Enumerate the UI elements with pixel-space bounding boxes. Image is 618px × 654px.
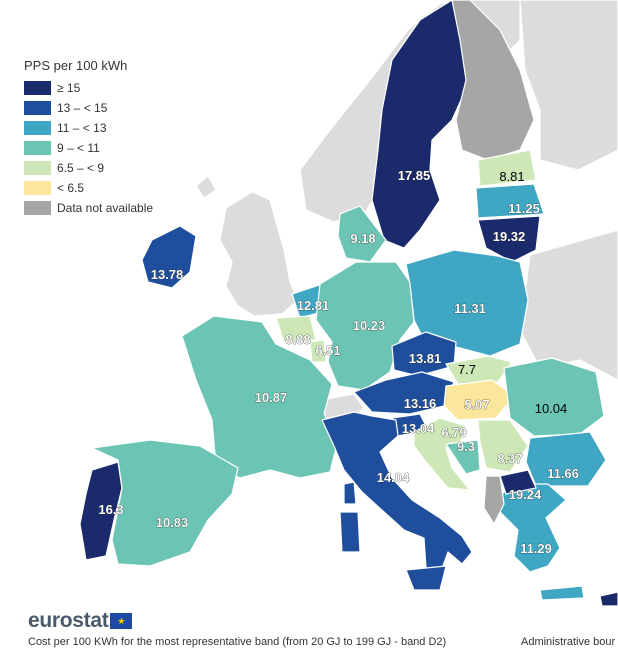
value-label: 10.87 <box>255 390 288 405</box>
russia-north-shape <box>519 0 618 171</box>
value-label: 11.29 <box>520 541 552 556</box>
value-label: 13.04 <box>402 421 435 436</box>
country-france <box>181 315 339 479</box>
value-label: 10.04 <box>535 401 568 416</box>
country-cyprus <box>599 591 618 607</box>
value-label: 13.78 <box>151 267 184 282</box>
countries <box>79 0 618 607</box>
country-serbia <box>477 419 529 473</box>
legend-swatch <box>24 201 51 215</box>
value-labels: 17.85 8.81 11.25 19.32 9.18 13.78 12.81 … <box>98 168 579 557</box>
value-label: 8.37 <box>497 451 522 466</box>
value-label: 11.31 <box>454 301 486 316</box>
legend-item: 6.5 – < 9 <box>24 159 204 177</box>
country-belgium <box>275 315 317 343</box>
value-label: 13.16 <box>404 396 437 411</box>
country-bosnia <box>445 439 481 475</box>
legend-label: 13 – < 15 <box>57 101 108 115</box>
legend-item: 9 – < 11 <box>24 139 204 157</box>
country-sweden <box>371 0 471 249</box>
country-denmark <box>337 205 387 263</box>
legend-item: ≥ 15 <box>24 79 204 97</box>
value-label: 19.24 <box>509 487 542 502</box>
country-latvia <box>475 183 545 219</box>
value-label: 12.81 <box>297 298 330 313</box>
legend-label: 6.5 – < 9 <box>57 161 105 175</box>
eu-flag-icon: ★ <box>110 613 133 629</box>
value-label: 10.23 <box>353 318 386 333</box>
legend-item: 13 – < 15 <box>24 99 204 117</box>
legend-item: 11 – < 13 <box>24 119 204 137</box>
footer-admin-note: Administrative bour <box>521 636 616 648</box>
country-ireland <box>141 225 197 289</box>
value-label: 13.81 <box>409 351 442 366</box>
country-hungary <box>443 379 515 421</box>
value-label: 16.3 <box>98 502 123 517</box>
country-poland <box>405 249 529 357</box>
value-label: 8.81 <box>499 169 524 184</box>
country-spain <box>91 439 239 567</box>
legend-swatch <box>24 121 51 135</box>
value-label: 9.18 <box>350 231 375 246</box>
legend-swatch <box>24 81 51 95</box>
legend-label: 9 – < 11 <box>57 141 100 155</box>
legend-swatch <box>24 101 51 115</box>
legend-title: PPS per 100 kWh <box>24 58 128 73</box>
value-label: 9.3 <box>457 439 475 454</box>
legend-swatch <box>24 181 51 195</box>
country-lithuania <box>477 215 541 263</box>
country-north-macedonia <box>499 469 537 495</box>
value-label: 6.79 <box>441 425 466 440</box>
country-luxembourg <box>309 339 327 363</box>
value-label: 11.66 <box>547 466 579 481</box>
legend-label: < 6.5 <box>57 181 85 195</box>
value-label: 11.25 <box>508 201 540 216</box>
country-estonia <box>477 149 537 187</box>
map-legend: PPS per 100 kWh ≥ 15 13 – < 15 11 – < 13… <box>24 58 204 219</box>
legend-item: < 6.5 <box>24 179 204 197</box>
value-label: 17.85 <box>398 168 431 183</box>
country-sicily <box>405 565 447 591</box>
country-crete <box>539 585 585 601</box>
country-albania <box>483 475 505 525</box>
footer-note: Cost per 100 KWh for the most representa… <box>28 636 447 648</box>
legend-swatch <box>24 161 51 175</box>
country-romania <box>503 357 605 437</box>
value-label: 5.07 <box>464 397 489 412</box>
country-sardinia <box>339 511 361 553</box>
value-label: 7.7 <box>458 362 476 377</box>
country-bulgaria <box>525 431 607 487</box>
legend-label: 11 – < 13 <box>57 121 107 135</box>
value-label: 6.51 <box>315 343 340 358</box>
legend-item: Data not available <box>24 199 204 217</box>
value-label: 14.04 <box>377 470 410 485</box>
country-corsica <box>343 481 357 505</box>
value-label: 19.32 <box>493 229 526 244</box>
great-britain-shape <box>219 191 299 317</box>
legend-swatch <box>24 141 51 155</box>
legend-label: Data not available <box>57 201 154 215</box>
country-italy <box>321 411 473 575</box>
country-germany <box>315 261 415 391</box>
eurostat-logo: eurostat ★ <box>28 609 133 633</box>
value-label: 10.83 <box>156 515 189 530</box>
legend-label: ≥ 15 <box>57 81 81 95</box>
iceland-faroe-shape <box>195 175 217 199</box>
country-croatia <box>413 417 471 491</box>
logo-wordmark: eurostat <box>28 609 109 632</box>
value-label: 8.88 <box>285 332 310 347</box>
